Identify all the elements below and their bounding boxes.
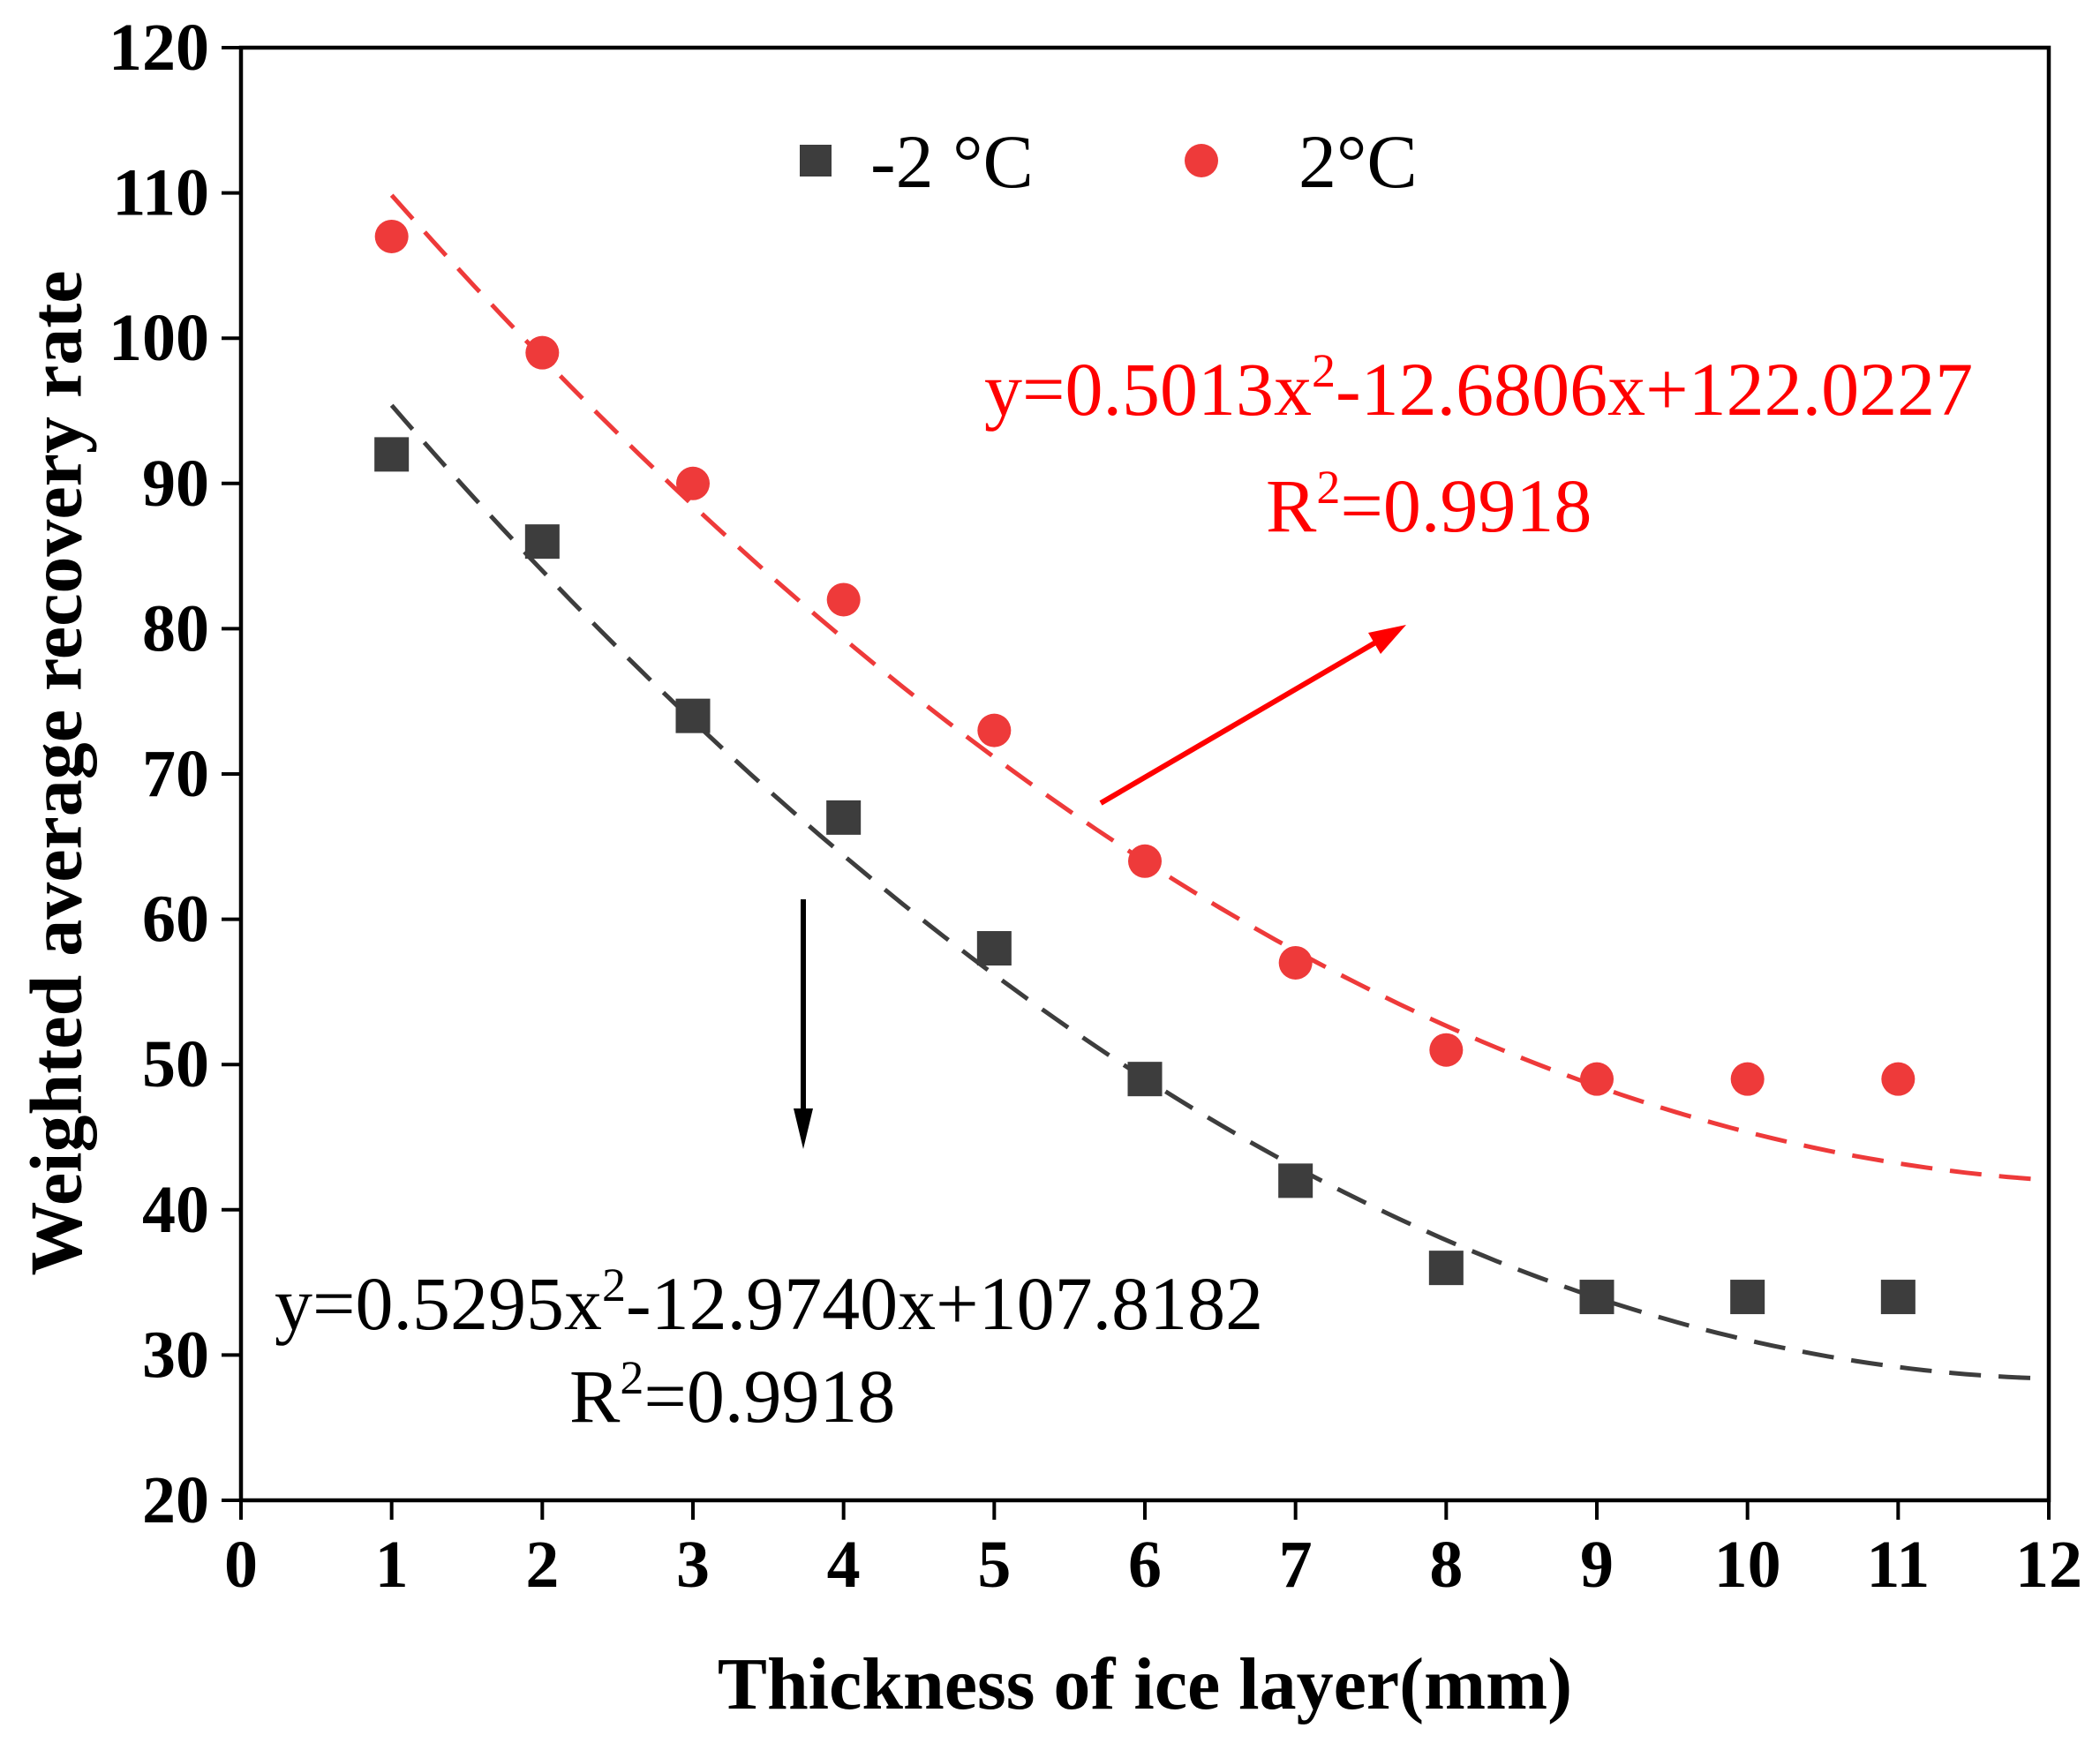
fit-curve-series-1 [389, 403, 2050, 1381]
y-axis-label: Weighted average recovery rate [16, 271, 98, 1276]
fit-equation-minus-2c-suffix: -12.9740x+107.8182 [626, 1261, 1263, 1346]
data-point-series-2 [676, 466, 710, 500]
data-point-series-1 [524, 524, 560, 560]
plot-series [374, 193, 2050, 1381]
data-point-series-1 [976, 931, 1012, 966]
data-point-series-1 [826, 800, 862, 835]
r-squared-minus-2c-exponent: 2 [620, 1351, 644, 1404]
data-point-series-1 [1127, 1062, 1163, 1097]
data-point-series-2 [977, 713, 1012, 748]
y-tick-label: 40 [142, 1173, 209, 1247]
data-point-series-1 [1730, 1280, 1765, 1315]
fit-equation-minus-2c-prefix: y=0.5295x [275, 1261, 602, 1346]
x-tick-label: 7 [1279, 1528, 1313, 1602]
data-point-series-1 [374, 437, 410, 472]
data-point-series-2 [525, 335, 560, 370]
fit-equation-2c-suffix: -12.6806x+122.0227 [1336, 347, 1973, 432]
legend-item-minus-2c: -2 °C [800, 119, 1034, 204]
fit-equation-2c: y=0.5013x2-12.6806x+122.0227 [984, 344, 1973, 432]
data-point-series-1 [1428, 1251, 1464, 1286]
x-tick-label: 0 [224, 1528, 258, 1602]
y-tick-label: 90 [142, 447, 209, 521]
data-point-series-2 [374, 219, 409, 253]
data-point-series-1 [1579, 1280, 1615, 1315]
data-point-series-2 [1881, 1062, 1916, 1096]
y-tick-label: 20 [142, 1463, 209, 1537]
x-tick-label: 10 [1714, 1528, 1781, 1602]
annotation-minus-2c-fit: y=0.5295x2-12.9740x+107.8182 R2=0.9918 [275, 899, 1263, 1439]
r-squared-2c: R2=0.9918 [1266, 461, 1592, 548]
y-tick-label: 30 [142, 1318, 209, 1392]
y-tick-label: 70 [142, 737, 209, 811]
y-tick-label: 120 [109, 11, 209, 85]
data-point-series-2 [1580, 1062, 1614, 1096]
data-point-series-2 [1128, 844, 1162, 878]
x-tick-label: 6 [1128, 1528, 1162, 1602]
legend-label: -2 °C [870, 119, 1034, 204]
x-tick-label: 3 [676, 1528, 710, 1602]
r-squared-minus-2c-prefix: R [569, 1354, 621, 1439]
y-tick-label: 100 [109, 301, 209, 375]
r-squared-2c-suffix: =0.9918 [1340, 463, 1592, 548]
y-tick-label: 50 [142, 1027, 209, 1101]
data-point-series-1 [675, 698, 711, 733]
x-tick-label: 4 [827, 1528, 861, 1602]
fit-equation-minus-2c-exponent: 2 [602, 1258, 626, 1311]
x-axis-label: Thickness of ice layer(mm) [718, 1643, 1572, 1725]
data-point-series-2 [826, 582, 861, 617]
arrow-2c-shaft [1099, 639, 1379, 806]
legend: -2 °C 2°C [800, 119, 1418, 204]
fit-equation-2c-prefix: y=0.5013x [984, 347, 1312, 432]
y-tick-label: 60 [142, 883, 209, 957]
legend-marker-square [800, 145, 832, 177]
annotation-2c-fit: y=0.5013x2-12.6806x+122.0227 R2=0.9918 [984, 344, 1973, 806]
x-tick-label: 12 [2015, 1528, 2082, 1602]
data-point-series-2 [1429, 1033, 1464, 1067]
legend-label: 2°C [1298, 119, 1418, 204]
fit-curve-series-2 [389, 193, 2050, 1183]
x-tick-label: 8 [1429, 1528, 1463, 1602]
x-tick-label: 2 [525, 1528, 559, 1602]
arrow-minus-2c-head [794, 1108, 813, 1149]
fit-equation-minus-2c: y=0.5295x2-12.9740x+107.8182 [275, 1258, 1263, 1346]
data-point-series-1 [1880, 1280, 1916, 1315]
data-point-series-1 [1278, 1163, 1313, 1198]
data-point-series-2 [1278, 945, 1313, 980]
r-squared-2c-prefix: R [1266, 463, 1317, 548]
y-tick-label: 80 [142, 591, 209, 665]
fit-equation-2c-exponent: 2 [1312, 344, 1336, 397]
x-tick-label: 9 [1580, 1528, 1614, 1602]
x-tick-label: 11 [1866, 1528, 1930, 1602]
x-tick-label: 5 [977, 1528, 1011, 1602]
r-squared-2c-exponent: 2 [1316, 461, 1340, 514]
x-tick-label: 1 [375, 1528, 409, 1602]
arrow-2c-head [1368, 625, 1406, 654]
legend-item-2c: 2°C [1185, 119, 1418, 204]
y-tick-label: 110 [112, 156, 209, 230]
r-squared-minus-2c-suffix: =0.9918 [644, 1354, 895, 1439]
data-point-series-2 [1730, 1062, 1765, 1096]
r-squared-minus-2c: R2=0.9918 [569, 1351, 895, 1439]
legend-marker-circle [1185, 144, 1218, 177]
